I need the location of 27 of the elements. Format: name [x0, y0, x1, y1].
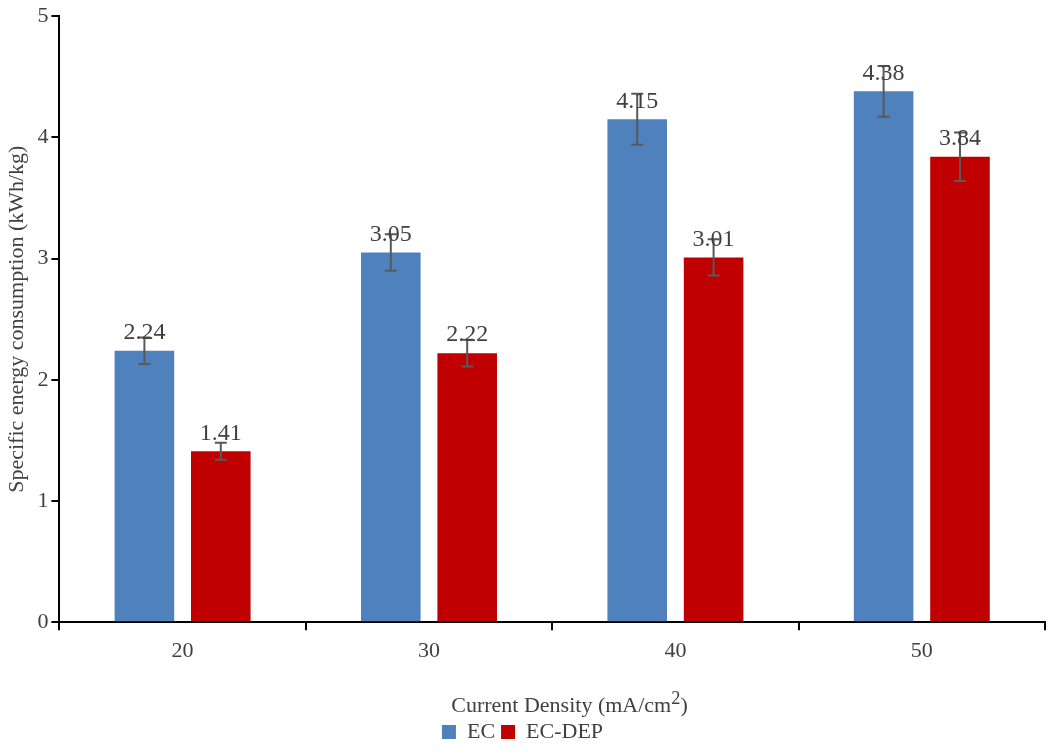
y-axis-title: Specific energy consumption (kWh/kg): [2, 145, 28, 493]
y-tick-label: 5: [37, 1, 49, 27]
x-tick-label: 20: [171, 637, 194, 663]
bar: [114, 350, 175, 622]
data-label: 2.22: [446, 320, 489, 347]
y-tick-label: 1: [37, 486, 49, 512]
legend-label: EC: [466, 717, 496, 743]
data-label: 2.24: [123, 318, 166, 345]
bar: [437, 353, 497, 622]
bar: [361, 252, 421, 622]
x-tick-label: 40: [664, 637, 687, 663]
data-label: 1.41: [199, 418, 242, 445]
y-tick-label: 0: [37, 607, 49, 633]
data-label: 3.01: [692, 224, 735, 251]
x-axis-title: Current Density (mA/cm$^{2}$): [450, 688, 689, 719]
bar: [191, 451, 251, 622]
bar: [853, 91, 914, 622]
x-tick-label: 50: [910, 637, 933, 663]
x-tick-label: 30: [418, 637, 440, 663]
bar: [607, 119, 667, 622]
bar: [930, 156, 990, 622]
y-tick-label: 2: [37, 365, 49, 391]
y-tick-label: 4: [37, 123, 49, 149]
y-tick-label: 3: [37, 244, 49, 270]
legend-label: EC-DEP: [526, 717, 604, 743]
data-label: 3.05: [369, 219, 412, 246]
bar: [683, 257, 744, 622]
